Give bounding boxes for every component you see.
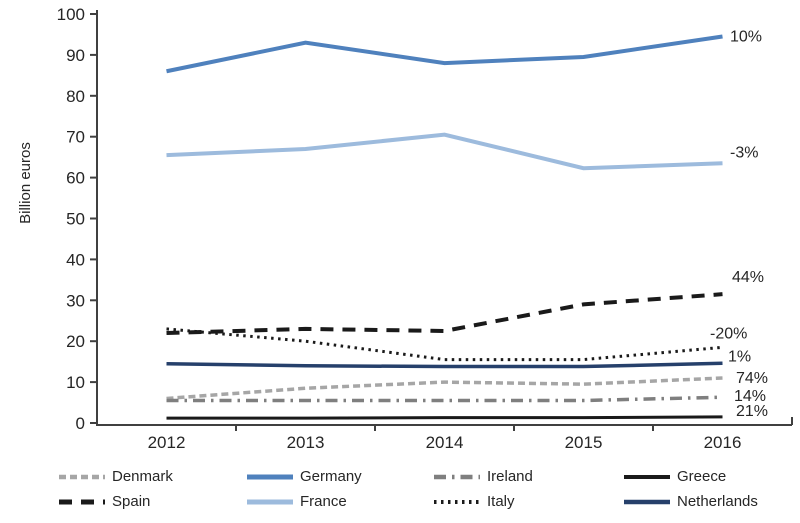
x-tick-label: 2013 [287, 433, 325, 452]
y-tick-label: 90 [66, 46, 85, 65]
legend-item-greece: Greece [623, 468, 793, 485]
end-label-ireland: 14% [734, 388, 766, 405]
y-tick-label: 0 [76, 414, 85, 433]
series-line-spain [166, 292, 723, 336]
series-line-greece [166, 415, 723, 420]
y-tick-label: 20 [66, 332, 85, 351]
legend-label-spain: Spain [112, 493, 151, 510]
x-tick-label: 2012 [148, 433, 186, 452]
x-tick-label: 2016 [704, 433, 742, 452]
legend-label-italy: Italy [487, 493, 515, 510]
end-label-denmark: 74% [736, 370, 768, 387]
series-line-netherlands [166, 361, 723, 369]
legend-label-france: France [300, 493, 347, 510]
legend-label-denmark: Denmark [112, 468, 173, 485]
legend-label-netherlands: Netherlands [677, 493, 758, 510]
series-line-denmark [166, 376, 723, 401]
x-tick-label: 2014 [426, 433, 464, 452]
series-line-france [166, 132, 723, 171]
y-tick-label: 10 [66, 373, 85, 392]
series-line-germany [166, 34, 723, 74]
legend-item-spain: Spain [58, 493, 246, 510]
legend-label-ireland: Ireland [487, 468, 533, 485]
x-tick-label: 2015 [565, 433, 603, 452]
legend-marker-greece [624, 474, 670, 479]
legend-item-germany: Germany [246, 468, 433, 485]
y-tick-label: 40 [66, 250, 85, 269]
y-tick-label: 80 [66, 87, 85, 106]
end-label-germany: 10% [730, 28, 762, 45]
end-label-italy: -20% [710, 325, 747, 342]
legend-item-france: France [246, 493, 433, 510]
y-tick-label: 60 [66, 169, 85, 188]
legend-item-denmark: Denmark [58, 468, 246, 485]
series-lines [166, 34, 723, 420]
y-tick-label: 30 [66, 291, 85, 310]
y-axis-title: Billion euros [17, 142, 34, 224]
chart-legend: Denmark Germany Ireland Greece Spain France It… [58, 464, 793, 514]
y-tick-label: 100 [57, 5, 85, 24]
legend-marker-germany [247, 474, 293, 479]
legend-label-greece: Greece [677, 468, 727, 485]
legend-marker-ireland [434, 474, 480, 479]
y-tick-label: 70 [66, 128, 85, 147]
legend-marker-italy [434, 499, 480, 504]
series-end-labels: 10% -3% 44% -20% 1% 74%14%21% [710, 28, 768, 419]
end-label-greece: 21% [736, 403, 768, 420]
end-label-netherlands: 1% [728, 348, 751, 365]
legend-item-ireland: Ireland [433, 468, 623, 485]
end-label-france: -3% [730, 144, 758, 161]
legend-marker-france [247, 499, 293, 504]
axes: 0 10 20 30 40 50 60 70 80 90 100 2012 2013 2014 2015 20… [57, 5, 793, 452]
legend-item-italy: Italy [433, 493, 623, 510]
legend-marker-denmark [59, 474, 105, 479]
series-line-italy [166, 327, 723, 362]
legend-marker-spain [59, 499, 105, 504]
legend-marker-netherlands [624, 499, 670, 504]
legend-label-germany: Germany [300, 468, 362, 485]
y-tick-label: 50 [66, 210, 85, 229]
series-line-ireland [166, 395, 723, 403]
legend-item-netherlands: Netherlands [623, 493, 793, 510]
end-label-spain: 44% [732, 269, 764, 286]
